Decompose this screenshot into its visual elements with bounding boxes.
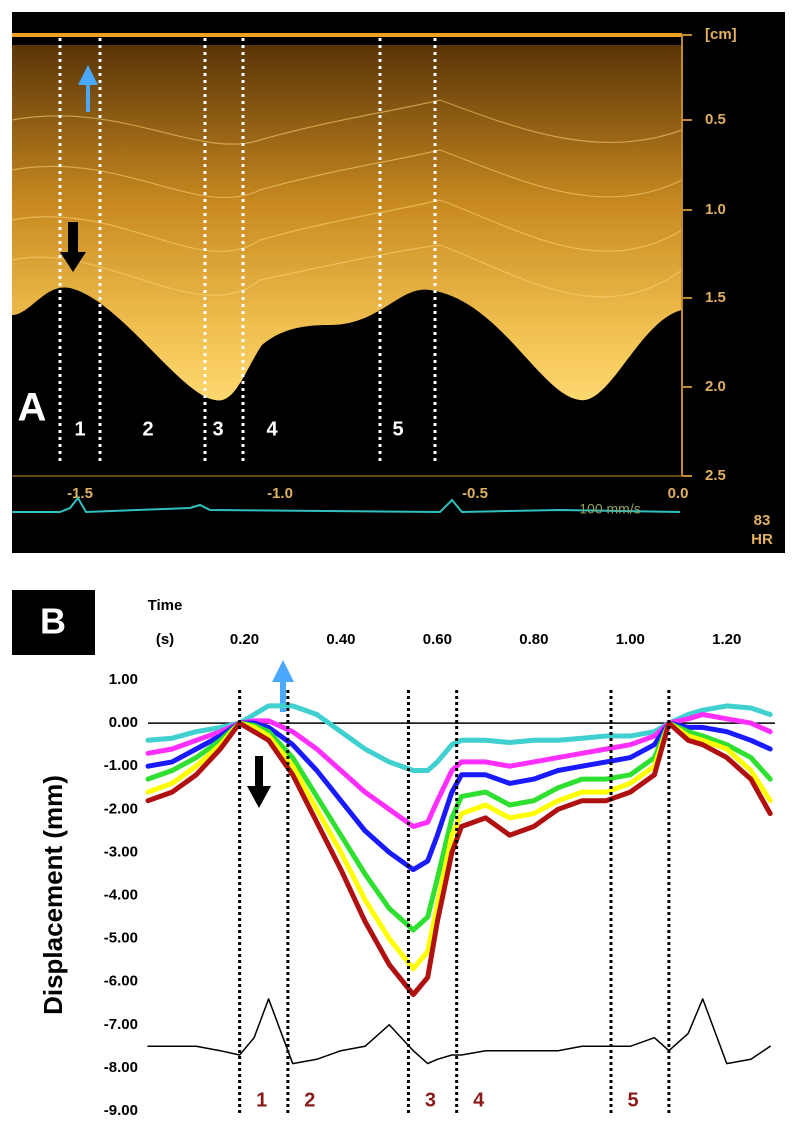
time-tick-label: -0.5: [462, 485, 488, 502]
phase-dividers-a: [58, 38, 437, 465]
phase-label: 3: [425, 1089, 436, 1111]
time-tick-label: -1.0: [267, 485, 293, 502]
time-tick-label: -1.5: [67, 485, 93, 502]
phase-label: 2: [304, 1089, 315, 1111]
black-arrow-b: [247, 756, 271, 808]
x-tick-label: 0.40: [326, 631, 355, 648]
depth-unit: [cm]: [705, 26, 737, 43]
depth-scale: [12, 34, 692, 477]
y-tick-label: -2.00: [104, 800, 138, 817]
panel-label: B: [40, 601, 66, 642]
phase-label: 4: [473, 1089, 485, 1111]
series-line: [147, 998, 771, 1065]
y-axis-label: Displacement (mm): [38, 775, 68, 1015]
panel-label: A: [18, 386, 47, 430]
depth-tick-label: 2.0: [705, 378, 726, 395]
heart-rate-label: HR: [751, 531, 773, 548]
black-arrow-a: [60, 222, 86, 272]
series-line: [145, 720, 773, 998]
y-tick-label: -5.00: [104, 930, 138, 947]
depth-tick-label: 1.0: [705, 201, 726, 218]
y-tick-label: -3.00: [104, 843, 138, 860]
phase-label: 3: [212, 418, 223, 440]
x-tick-label: 0.60: [423, 631, 452, 648]
y-tick-label: -4.00: [104, 886, 138, 903]
depth-tick-label: 0.5: [705, 111, 726, 128]
heart-rate: 83: [754, 512, 771, 529]
x-tick-label: 0.80: [519, 631, 548, 648]
y-tick-label: -6.00: [104, 973, 138, 990]
ecg-trace-a: [12, 496, 681, 514]
x-tick-label: 1.00: [616, 631, 645, 648]
depth-tick-label: 1.5: [705, 289, 726, 306]
x-axis-label: Time: [148, 597, 183, 614]
time-tick-label: 0.0: [668, 485, 689, 502]
tissue-region: [12, 45, 682, 401]
x-tick-label: 1.20: [712, 631, 741, 648]
blue-arrow-b: [272, 660, 294, 712]
phase-label: 4: [266, 418, 278, 440]
tissue-bands: [11, 99, 683, 298]
x-tick-label: 0.20: [230, 631, 259, 648]
blue-arrow-a: [78, 65, 98, 112]
depth-tick-label: 2.5: [705, 467, 726, 484]
y-tick-label: -7.00: [104, 1016, 138, 1033]
phase-label: 2: [142, 418, 153, 440]
y-tick-label: -9.00: [104, 1102, 138, 1119]
phase-label: 5: [627, 1089, 638, 1111]
panel-b-label-box: [12, 590, 95, 655]
y-tick-label: -1.00: [104, 757, 138, 774]
sweep-speed: 100 mm/s: [579, 501, 640, 517]
series-line: [145, 720, 773, 972]
y-tick-label: -8.00: [104, 1059, 138, 1076]
y-tick-label: 0.00: [109, 714, 138, 731]
phase-label: 1: [256, 1089, 267, 1111]
y-tick-label: 1.00: [109, 671, 138, 688]
x-axis-unit: (s): [156, 631, 174, 648]
phase-label: 1: [74, 418, 85, 440]
phase-label: 5: [392, 418, 403, 440]
